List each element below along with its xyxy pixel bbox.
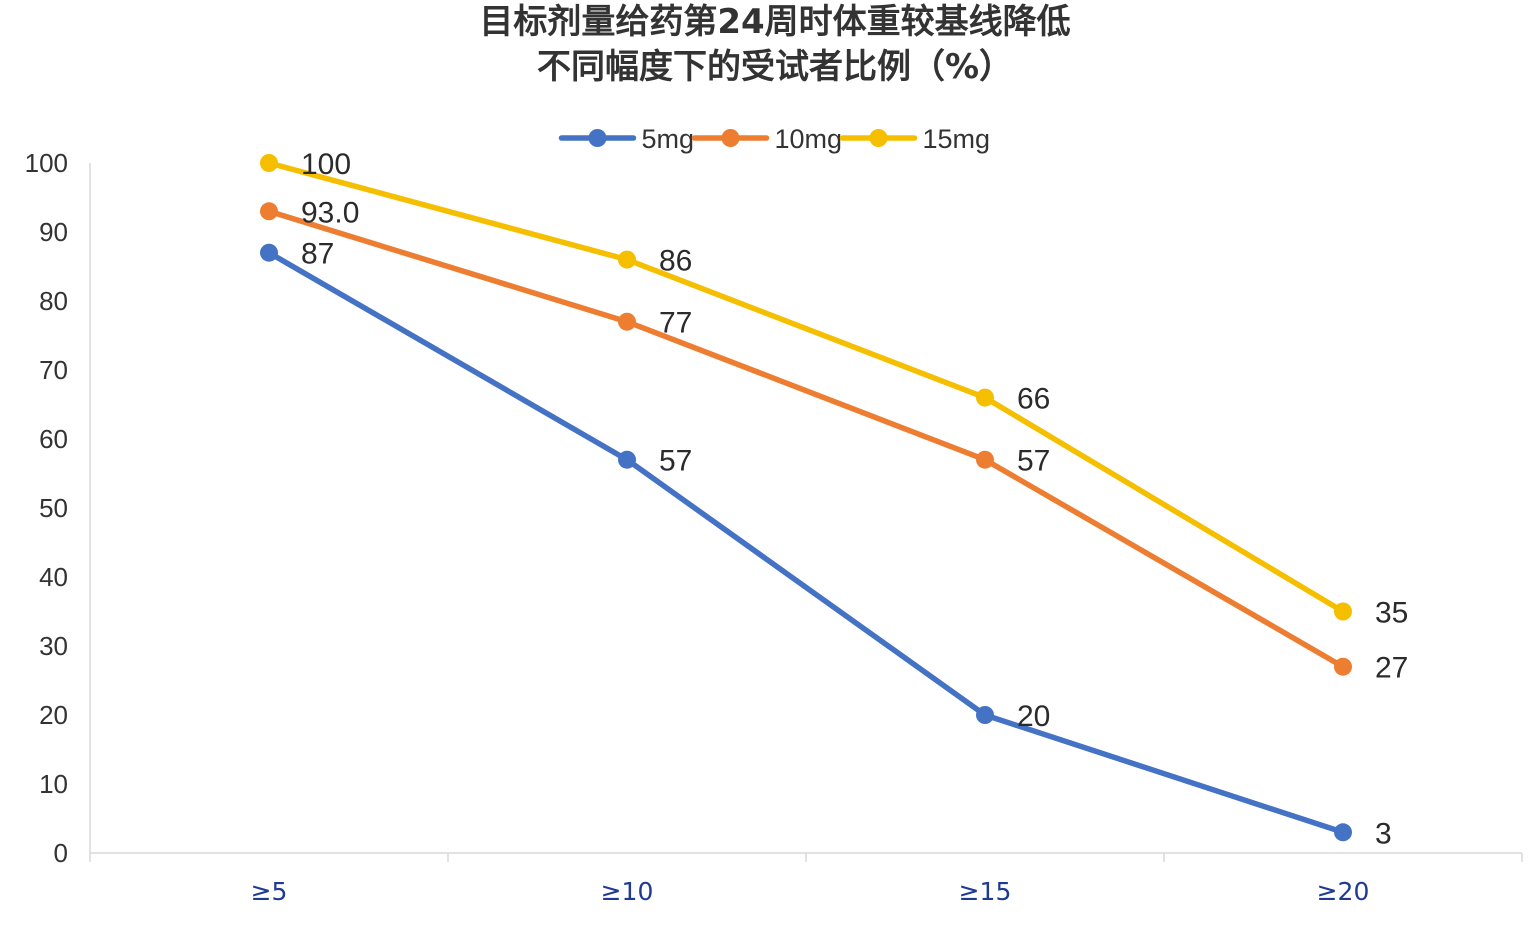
chart-title-line-1: 目标剂量给药第24周时体重较基线降低 xyxy=(479,2,1070,42)
y-tick-label: 60 xyxy=(39,424,68,454)
legend-label: 5mg xyxy=(642,124,695,154)
legend: 5mg 10mg 15mg xyxy=(558,124,991,154)
data-label: 3 xyxy=(1375,817,1392,850)
legend-label: 15mg xyxy=(923,124,991,154)
data-point xyxy=(260,154,278,172)
data-label: 27 xyxy=(1375,652,1408,685)
chart-title-line-2: 不同幅度下的受试者比例（%） xyxy=(537,47,1013,87)
data-point xyxy=(618,250,636,269)
y-tick-label: 10 xyxy=(39,769,68,799)
data-point xyxy=(976,450,994,469)
legend-marker xyxy=(869,129,888,147)
series-15mg xyxy=(260,154,1352,621)
data-point xyxy=(260,202,278,221)
series-line-10mg xyxy=(266,208,1346,670)
legend-item-15mg: 15mg xyxy=(839,124,991,154)
data-point xyxy=(618,312,636,331)
x-tick-label: ≥10 xyxy=(601,877,654,906)
data-point xyxy=(976,706,994,724)
series xyxy=(260,154,1352,842)
y-tick-label: 40 xyxy=(39,562,68,592)
y-tick-label: 90 xyxy=(39,217,68,247)
data-label: 57 xyxy=(659,445,692,478)
x-tick-label: ≥5 xyxy=(251,877,288,906)
legend-marker xyxy=(721,129,740,147)
data-label: 86 xyxy=(659,245,692,278)
y-tick-label: 30 xyxy=(39,631,68,661)
legend-item-10mg: 10mg xyxy=(691,124,843,154)
x-tick-label: ≥20 xyxy=(1317,877,1370,906)
chart-title: 目标剂量给药第24周时体重较基线降低 不同幅度下的受试者比例（%） xyxy=(479,2,1070,87)
x-tick-label: ≥15 xyxy=(959,877,1012,906)
data-label: 35 xyxy=(1375,597,1408,630)
data-point xyxy=(1334,823,1352,842)
series-line-15mg xyxy=(266,160,1346,615)
data-point xyxy=(1334,602,1352,621)
data-label: 87 xyxy=(301,238,334,271)
data-labels: 87 57 20 3 93.0 77 57 27 100 86 66 35 xyxy=(301,148,1408,850)
y-tick-label: 100 xyxy=(25,148,68,178)
y-tick-label: 70 xyxy=(39,355,68,385)
series-10mg xyxy=(260,202,1352,676)
data-point xyxy=(1334,657,1352,676)
data-label: 100 xyxy=(301,148,351,181)
y-tick-label: 50 xyxy=(39,493,68,523)
legend-item-5mg: 5mg xyxy=(558,124,695,154)
data-point xyxy=(976,388,994,407)
y-tick-label: 80 xyxy=(39,286,68,316)
y-tick-label: 20 xyxy=(39,700,68,730)
series-line-5mg xyxy=(266,249,1346,836)
data-label: 77 xyxy=(659,307,692,340)
data-point xyxy=(618,450,636,469)
data-label: 20 xyxy=(1017,700,1050,733)
data-point xyxy=(260,243,278,262)
series-5mg xyxy=(260,243,1352,842)
axes: 0 10 20 30 40 50 60 70 80 90 100 ≥5 ≥10 ≥15 ≥20 xyxy=(25,148,1523,906)
legend-label: 10mg xyxy=(775,124,843,154)
data-label: 66 xyxy=(1017,383,1050,416)
data-label: 93.0 xyxy=(301,196,359,229)
y-tick-label: 0 xyxy=(54,838,68,868)
legend-marker xyxy=(588,129,607,147)
data-label: 57 xyxy=(1017,445,1050,478)
